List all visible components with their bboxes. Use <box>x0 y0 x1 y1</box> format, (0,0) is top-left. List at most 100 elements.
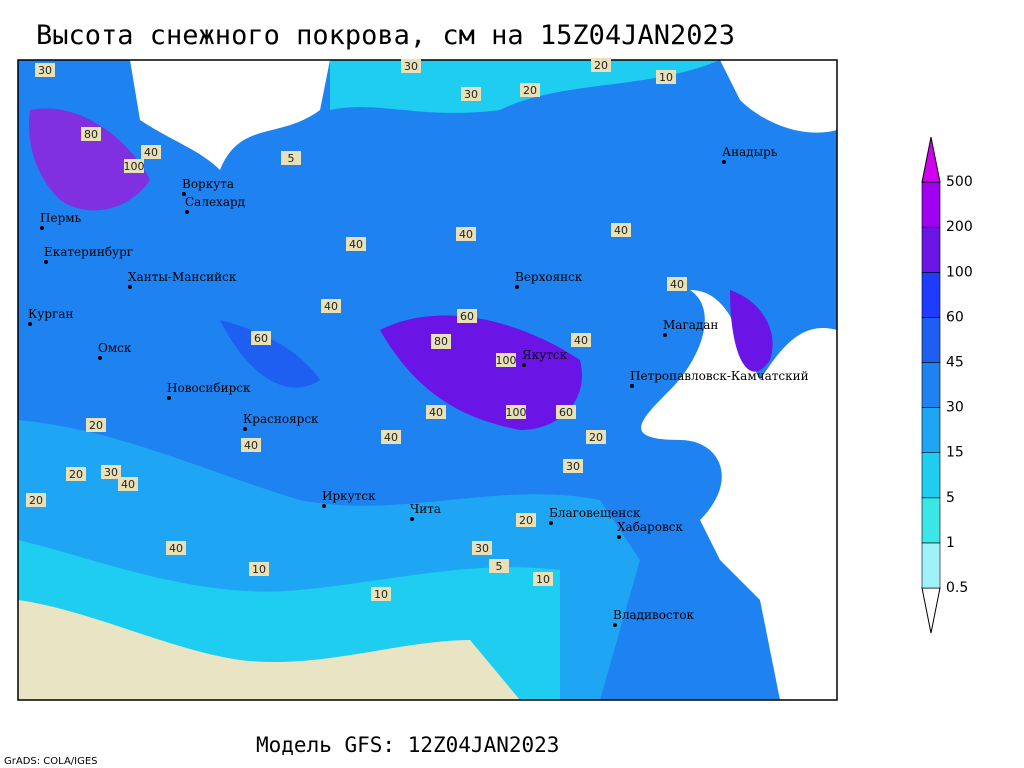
contour-label: 20 <box>523 84 537 97</box>
contour-label-box <box>533 572 553 586</box>
city-name: Салехард <box>185 195 245 209</box>
zone <box>18 600 520 700</box>
city-name: Воркута <box>182 177 234 191</box>
contour-label: 30 <box>404 60 418 73</box>
contour-label: 30 <box>566 460 580 473</box>
contour-label-box <box>472 541 492 555</box>
contour-label-box <box>26 493 46 507</box>
contour-label: 10 <box>659 71 673 84</box>
city-dot <box>44 260 48 264</box>
colorbar-segment <box>921 407 941 454</box>
city-name: Петропавловск-Камчатский <box>630 369 809 383</box>
colorbar-label: 200 <box>946 219 973 235</box>
colorbar-label: 500 <box>946 174 973 190</box>
contour-label: 40 <box>144 146 158 159</box>
colorbar-segment <box>921 542 941 589</box>
city-dot <box>515 285 519 289</box>
contour-label-box <box>124 159 144 173</box>
city-name: Новосибирск <box>167 381 251 395</box>
contour-label-box <box>118 477 138 491</box>
contour-label: 40 <box>574 334 588 347</box>
colorbar-segment <box>921 226 941 273</box>
contour-label: 60 <box>254 332 268 345</box>
contour-label: 30 <box>475 542 489 555</box>
contour-label-box <box>611 223 631 237</box>
contour-label: 30 <box>464 88 478 101</box>
city-dot <box>40 226 44 230</box>
contour-label: 20 <box>89 419 103 432</box>
contour-label-box <box>371 587 391 601</box>
colorbar-label: 100 <box>946 264 973 280</box>
contour-label-box <box>667 277 687 291</box>
contour-label: 60 <box>559 406 573 419</box>
zone <box>380 315 582 430</box>
contour-label-box <box>249 562 269 576</box>
contour-label-box <box>489 559 509 573</box>
city-dot <box>167 396 171 400</box>
city-name: Магадан <box>663 318 718 332</box>
contour-label-box <box>426 405 446 419</box>
contour-label: 40 <box>169 542 183 555</box>
city-name: Курган <box>28 307 73 321</box>
contour-label: 20 <box>69 468 83 481</box>
contour-label-box <box>461 87 481 101</box>
city-dot <box>98 356 102 360</box>
contour-label-box <box>456 227 476 241</box>
colorbar-segment <box>921 452 941 499</box>
contour-label-box <box>81 127 101 141</box>
contour-label-box <box>241 438 261 452</box>
contour-label-box <box>141 145 161 159</box>
city-dot <box>722 160 726 164</box>
contour-label-box <box>516 513 536 527</box>
contour-label-box <box>401 59 421 73</box>
city-dot <box>28 322 32 326</box>
contour-label-box <box>586 430 606 444</box>
contour-label: 40 <box>349 238 363 251</box>
contour-label-box <box>251 331 271 345</box>
sea <box>641 290 837 700</box>
contour-label: 80 <box>84 128 98 141</box>
contour-label-box <box>556 405 576 419</box>
city-dot <box>182 192 186 196</box>
contour-label: 10 <box>374 588 388 601</box>
contour-label: 20 <box>29 494 43 507</box>
contour-label: 40 <box>459 228 473 241</box>
contour-label: 40 <box>244 439 258 452</box>
colorbar-over <box>921 137 941 183</box>
city-name: Благовещенск <box>549 506 641 520</box>
contour-label: 100 <box>496 354 517 367</box>
contour-label: 40 <box>670 278 684 291</box>
city-name: Верхоянск <box>515 270 583 284</box>
map <box>18 60 837 700</box>
city-name: Иркутск <box>322 489 376 503</box>
contour-label-box <box>66 467 86 481</box>
city-dot <box>549 521 553 525</box>
city-dot <box>410 517 414 521</box>
city-name: Владивосток <box>613 608 695 622</box>
contour-label-box <box>506 405 526 419</box>
contour-label: 20 <box>594 59 608 72</box>
contour-label-box <box>381 430 401 444</box>
city-dot <box>322 504 326 508</box>
zone <box>730 290 773 372</box>
city-name: Анадырь <box>722 145 778 159</box>
sea <box>130 60 330 170</box>
colorbar-segment <box>921 181 941 228</box>
contour-label-box <box>166 541 186 555</box>
contour-label-box <box>321 299 341 313</box>
colorbar-under <box>921 587 941 634</box>
contour-label: 20 <box>589 431 603 444</box>
contour-label-box <box>86 418 106 432</box>
colorbar-label: 45 <box>946 355 964 371</box>
contour-label: 30 <box>38 64 52 77</box>
contour-label-box <box>656 70 676 84</box>
city-dot <box>663 333 667 337</box>
map-labels: Анадырь Воркута Салехард Пермь Екатеринбург Х… <box>26 58 809 627</box>
contour-label-box <box>496 353 516 367</box>
city-name: Ханты-Мансийск <box>128 270 237 284</box>
city-dot <box>185 210 189 214</box>
contour-label: 80 <box>434 335 448 348</box>
contour-label: 40 <box>121 478 135 491</box>
city-dot <box>243 427 247 431</box>
